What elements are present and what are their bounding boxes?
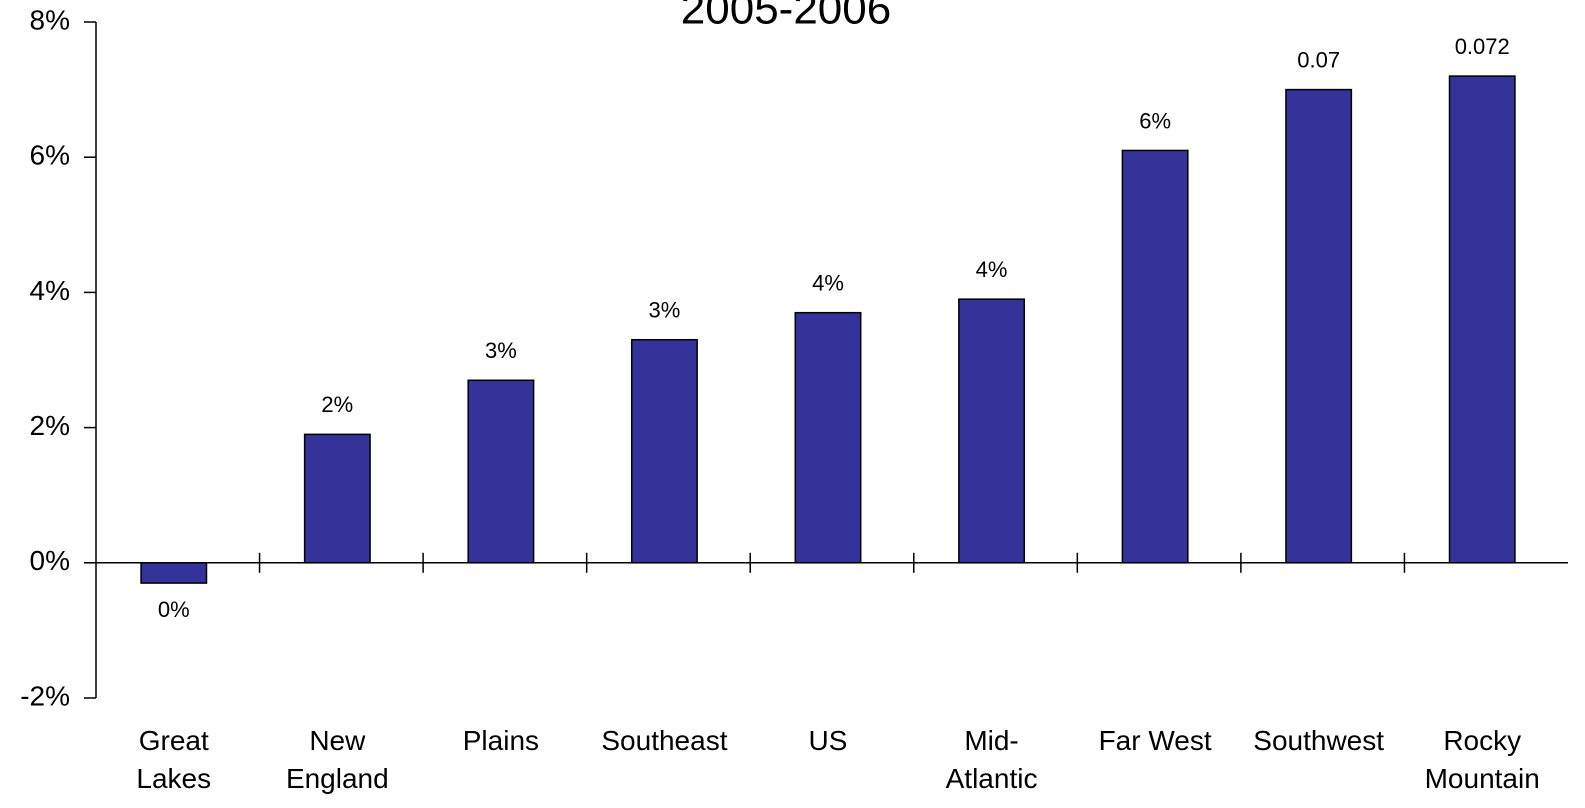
y-tick-label: 6% [30,140,70,171]
x-tick-label-box: Southwest [1253,725,1385,756]
value-label: 3% [485,338,517,363]
x-tick-label: New England [285,725,389,794]
bar [630,338,698,564]
x-tick-label-box: New England [285,725,389,794]
bar [303,433,371,564]
x-tick-label-box: Rocky Mountain [1424,725,1540,794]
x-tick-label-box: Mid- Atlantic [945,725,1038,794]
bar [794,311,862,564]
chart-title: 2005-2006 [681,0,891,34]
value-label: 4% [812,270,844,295]
value-label: 2% [321,392,353,417]
bar [1121,149,1189,564]
x-tick-label: Southeast [601,725,728,756]
x-tick-label: Rocky Mountain [1424,725,1540,794]
bar [467,379,535,564]
value-label: 4% [976,257,1008,282]
y-tick-label: -2% [20,680,70,711]
value-label: 0.072 [1455,34,1510,59]
y-tick-label: 8% [30,4,70,35]
y-tick-label: 2% [30,410,70,441]
bar [140,562,208,584]
y-tick-label: 0% [30,545,70,576]
x-tick-label: Plains [462,725,540,756]
x-tick-label-box: Great Lakes [136,725,212,794]
bar [958,298,1026,564]
x-tick-label-box: Far West [1098,725,1212,756]
y-tick-label: 4% [30,275,70,306]
x-tick-label: Southwest [1253,725,1385,756]
bar [1448,75,1516,564]
value-label: 6% [1139,108,1171,133]
bar [1285,88,1353,564]
x-tick-label: Far West [1098,725,1212,756]
x-tick-label: Great Lakes [136,725,212,794]
x-tick-label-box: Southeast [601,725,728,756]
value-label: 0.07 [1297,47,1340,72]
value-label: 3% [649,298,681,323]
x-tick-label: Mid- Atlantic [945,725,1038,794]
value-label: 0% [158,597,190,622]
x-tick-label-box: Plains [462,725,540,756]
x-tick-label: US [808,725,848,756]
x-tick-label-box: US [808,725,848,756]
